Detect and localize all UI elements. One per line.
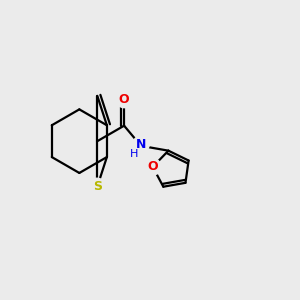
Circle shape bbox=[89, 178, 106, 195]
Text: N: N bbox=[136, 138, 146, 151]
Circle shape bbox=[133, 136, 149, 153]
Text: O: O bbox=[119, 93, 129, 106]
Text: S: S bbox=[93, 180, 102, 193]
Text: H: H bbox=[130, 149, 139, 159]
Circle shape bbox=[116, 91, 132, 108]
Text: O: O bbox=[147, 160, 158, 173]
Circle shape bbox=[145, 159, 161, 175]
